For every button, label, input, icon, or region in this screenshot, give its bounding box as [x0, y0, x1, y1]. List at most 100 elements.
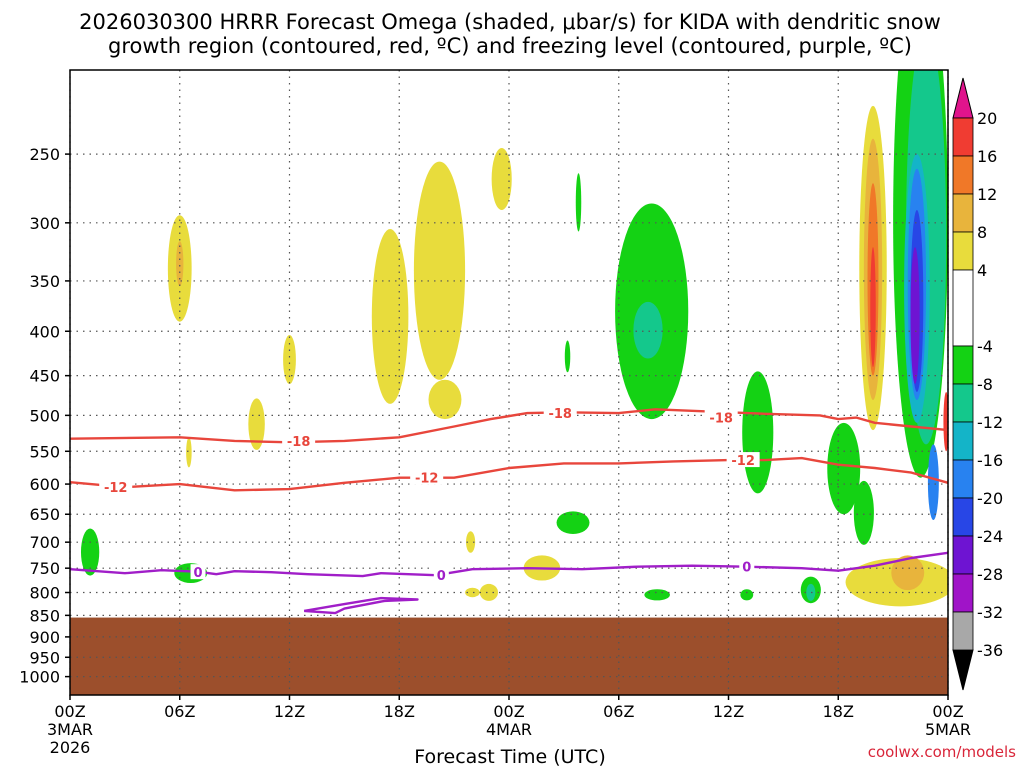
- colorbar-bin-5: [952, 345, 974, 385]
- freezing-label-bg-0-0: [190, 564, 206, 580]
- y-tick-label-6: 550: [29, 442, 60, 461]
- omega-region-11: [466, 531, 476, 553]
- omega-region-10: [491, 148, 512, 211]
- y-tick-label-15: 1000: [19, 668, 60, 687]
- dgz-label-bg-1-1: [410, 469, 444, 485]
- omega-region-19: [633, 301, 663, 359]
- dgz-label-bg-0-0: [282, 432, 316, 448]
- y-tick-label-8: 650: [29, 505, 60, 524]
- omega-region-21: [740, 589, 754, 601]
- x-tick-label-8: 00Z: [932, 702, 963, 721]
- colorbar-label-10: -24: [977, 527, 1003, 546]
- x-tick-label-5: 06Z: [603, 702, 634, 721]
- x-axis-title: Forecast Time (UTC): [414, 746, 605, 768]
- omega-region-8: [413, 161, 466, 380]
- dgz-label-bg-1-2: [726, 452, 760, 468]
- colorbar-bin-7: [952, 421, 974, 461]
- colorbar-bin-10: [952, 535, 974, 575]
- x-tick-label-2: 12Z: [274, 702, 305, 721]
- y-tick-label-5: 500: [29, 406, 60, 425]
- y-tick-label-9: 700: [29, 533, 60, 552]
- colorbar-bin-4: [952, 269, 974, 347]
- freezing-contours: 0 0 0: [70, 551, 948, 615]
- dgz-label-1-2: -12: [731, 454, 755, 469]
- dgz-label-bg-0-1: [543, 405, 577, 421]
- colorbar-label-5: -4: [977, 337, 993, 356]
- omega-region-13: [479, 583, 499, 601]
- freezing-label-0-2: 0: [742, 561, 751, 576]
- dgz-contours: -18 -18 -18 -12 -12 -12: [70, 405, 948, 496]
- colorbar-label-7: -12: [977, 413, 1003, 432]
- freezing-contour-0: [70, 551, 948, 578]
- colorbar-bin-1: [952, 155, 974, 195]
- credit-text: coolwx.com/models: [868, 743, 1016, 761]
- freezing-contour-1: [303, 596, 419, 615]
- colorbar-bottom-arrow: [952, 649, 974, 691]
- omega-region-25: [827, 422, 861, 515]
- freezing-label-0-1: 0: [437, 569, 446, 584]
- y-tick-label-14: 950: [29, 648, 60, 667]
- omega-shading: [80, 70, 948, 607]
- colorbar-bin-8: [952, 459, 974, 499]
- freezing-label-bg-0-1: [433, 567, 449, 583]
- freezing-label-bg-0-2: [739, 558, 755, 574]
- dgz-contour-1: [70, 456, 948, 492]
- x-tick-label-3: 18Z: [384, 702, 415, 721]
- y-tick-label-4: 450: [29, 367, 60, 386]
- omega-region-26: [853, 480, 874, 545]
- chart-title-line2: growth region (contoured, red, ºC) and f…: [108, 34, 912, 58]
- x-tick-label-1: 06Z: [164, 702, 195, 721]
- omega-region-5: [248, 398, 265, 450]
- colorbar-bin-6: [952, 383, 974, 423]
- x-tick-date-8: 5MAR: [925, 720, 971, 739]
- omega-region-12: [465, 587, 480, 598]
- x-tick-label-0: 00Z: [54, 702, 85, 721]
- colorbar-bin-12: [952, 611, 974, 651]
- omega-region-6: [283, 335, 296, 384]
- dgz-label-0-0: -18: [287, 435, 311, 450]
- colorbar-label-4: 4: [977, 261, 987, 280]
- y-tick-label-10: 750: [29, 559, 60, 578]
- dgz-label-1-0: -12: [104, 481, 128, 496]
- colorbar-bin-3: [952, 231, 974, 271]
- omega-region-39: [927, 444, 939, 520]
- y-tick-label-7: 600: [29, 475, 60, 494]
- y-tick-label-11: 800: [29, 584, 60, 603]
- omega-region-40: [943, 392, 948, 452]
- colorbar-top-arrow: [952, 77, 974, 119]
- dgz-label-1-1: -12: [415, 472, 439, 487]
- colorbar-bin-11: [952, 573, 974, 613]
- omega-region-3: [186, 437, 192, 468]
- omega-region-38: [910, 247, 920, 384]
- omega-region-17: [556, 511, 590, 535]
- y-tick-label-2: 350: [29, 272, 60, 291]
- plot-area: -18 -18 -18 -12 -12 -12 0 0 0: [69, 69, 949, 696]
- colorbar-label-12: -32: [977, 603, 1003, 622]
- x-tick-date-0: 3MAR: [47, 720, 93, 739]
- x-tick-label-4: 00Z: [493, 702, 524, 721]
- x-tick-label-6: 12Z: [713, 702, 744, 721]
- omega-region-7: [371, 229, 409, 404]
- colorbar-bin-2: [952, 193, 974, 233]
- omega-region-28: [891, 555, 925, 591]
- omega-region-32: [870, 247, 876, 368]
- colorbar-bin-9: [952, 497, 974, 537]
- omega-region-24: [806, 583, 816, 601]
- freezing-label-0-0: 0: [194, 566, 203, 581]
- y-tick-label-1: 300: [29, 214, 60, 233]
- x-tick-label-7: 18Z: [823, 702, 854, 721]
- colorbar-label-8: -16: [977, 451, 1003, 470]
- colorbar-bin-0: [952, 117, 974, 157]
- omega-region-9: [428, 379, 462, 420]
- chart-title-line1: 2026030300 HRRR Forecast Omega (shaded, …: [79, 10, 941, 34]
- colorbar-label-6: -8: [977, 375, 993, 394]
- colorbar-label-2: 12: [977, 185, 997, 204]
- colorbar: 20 16 12 8 4 -4 -8 -12 -16 -20 -24 -28 -32 -36: [952, 77, 1003, 691]
- y-axis: 250 300 350 400 450 500 550 600 650 700 750 800 850 9…: [19, 145, 70, 687]
- y-tick-label-13: 900: [29, 628, 60, 647]
- omega-region-16: [575, 173, 582, 232]
- dgz-label-0-1: -18: [548, 407, 572, 422]
- colorbar-label-9: -20: [977, 489, 1003, 508]
